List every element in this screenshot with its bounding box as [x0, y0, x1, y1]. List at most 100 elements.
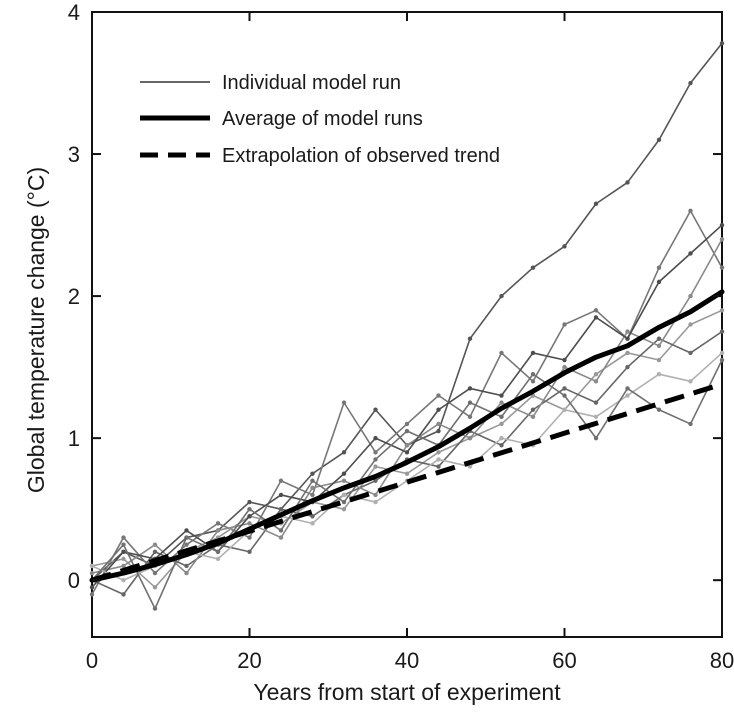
run-point — [278, 492, 284, 498]
run-point — [593, 379, 599, 384]
run-point — [499, 350, 504, 356]
run-point — [656, 343, 662, 349]
run-point — [247, 549, 252, 554]
run-point — [121, 577, 126, 583]
run-point — [625, 350, 630, 356]
run-point — [719, 308, 725, 313]
run-point — [593, 435, 599, 441]
run-point — [625, 329, 630, 334]
run-point — [184, 563, 189, 569]
run-point — [719, 41, 725, 46]
run-point — [562, 407, 567, 412]
run-point — [530, 350, 536, 356]
run-point — [625, 180, 630, 185]
run-point — [373, 464, 378, 469]
run-point — [656, 357, 662, 363]
run-point — [499, 393, 504, 398]
run-point — [436, 464, 441, 469]
run-point — [593, 315, 599, 320]
run-point — [184, 535, 189, 540]
run-point — [656, 407, 662, 412]
run-point — [467, 435, 473, 441]
run-point — [121, 535, 126, 540]
run-point — [499, 414, 504, 420]
run-point — [278, 535, 284, 540]
run-point — [310, 521, 315, 526]
run-point — [152, 549, 158, 554]
run-point — [121, 563, 126, 569]
run-point — [530, 372, 536, 377]
run-point — [688, 293, 693, 299]
legend-label-extrapolation: Extrapolation of observed trend — [222, 145, 500, 167]
run-point — [593, 400, 599, 405]
x-tick-label: 40 — [395, 648, 419, 673]
run-point — [719, 265, 725, 270]
run-point — [373, 450, 378, 455]
run-point — [310, 514, 315, 519]
run-point — [499, 400, 504, 405]
run-point — [215, 528, 221, 533]
run-point — [215, 521, 221, 526]
run-point — [688, 80, 693, 86]
run-point — [688, 251, 693, 256]
run-point — [688, 322, 693, 327]
run-point — [719, 237, 725, 242]
run-point — [467, 386, 473, 391]
run-point — [341, 400, 347, 405]
axis-ticks — [91, 11, 723, 637]
run-point — [373, 457, 378, 462]
run-point — [436, 421, 441, 427]
run-point — [719, 350, 725, 356]
run-point — [436, 457, 441, 462]
run-point — [247, 506, 252, 512]
run-point — [184, 528, 189, 533]
run-point — [310, 492, 315, 498]
individual-run-6 — [89, 237, 725, 576]
run-point — [593, 372, 599, 377]
run-point — [530, 407, 536, 412]
run-point — [121, 549, 126, 554]
x-tick-label: 0 — [86, 648, 98, 673]
y-tick-label: 1 — [68, 426, 80, 451]
run-point — [247, 535, 252, 540]
run-point — [121, 556, 126, 562]
run-point — [562, 244, 567, 249]
run-point — [341, 471, 347, 476]
run-point — [688, 350, 693, 356]
run-point — [719, 222, 725, 228]
run-point — [89, 592, 95, 597]
run-point — [404, 421, 410, 427]
run-point — [404, 450, 410, 455]
run-point — [530, 379, 536, 384]
run-point — [310, 478, 315, 483]
run-point — [625, 386, 630, 391]
run-point — [656, 372, 662, 377]
run-point — [499, 293, 504, 299]
run-point — [310, 471, 315, 476]
run-point — [404, 471, 410, 476]
run-point — [89, 563, 95, 569]
run-point — [688, 379, 693, 384]
run-point — [530, 265, 536, 270]
run-point — [121, 592, 126, 597]
y-tick-label: 4 — [68, 0, 80, 25]
run-point — [593, 201, 599, 206]
run-point — [656, 279, 662, 285]
run-point — [499, 435, 504, 441]
run-point — [625, 364, 630, 370]
run-point — [278, 528, 284, 533]
run-line — [91, 238, 723, 574]
run-point — [373, 407, 378, 412]
run-point — [152, 570, 158, 576]
run-point — [656, 265, 662, 270]
legend-label-average: Average of model runs — [222, 108, 423, 130]
run-point — [625, 393, 630, 398]
run-point — [404, 428, 410, 434]
extrapolation-line — [91, 381, 723, 583]
run-point — [688, 208, 693, 214]
run-point — [373, 499, 378, 505]
run-point — [215, 549, 221, 554]
run-point — [562, 386, 567, 391]
run-point — [152, 585, 158, 590]
